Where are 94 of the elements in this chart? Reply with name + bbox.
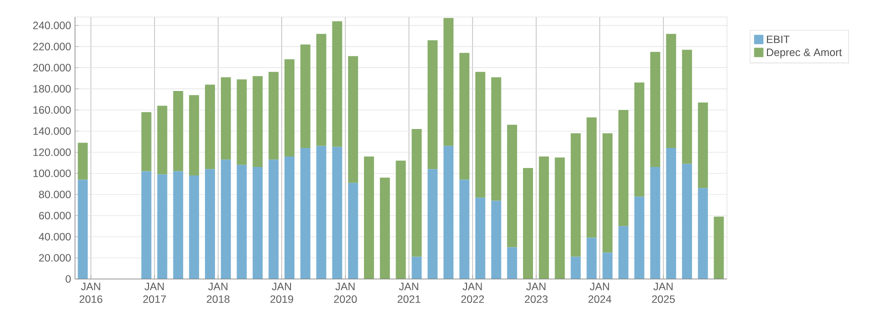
x-tick-label: JAN 2020 bbox=[334, 282, 357, 303]
bar bbox=[586, 238, 597, 279]
bar bbox=[443, 146, 454, 279]
bar bbox=[682, 164, 692, 279]
bar bbox=[570, 256, 581, 279]
legend-label: Deprec & Amort bbox=[766, 48, 842, 58]
x-tick-label: JAN 2023 bbox=[524, 282, 548, 303]
bar bbox=[459, 52, 470, 180]
y-tick-label: 160.000 bbox=[33, 106, 71, 114]
x-tick-label: JAN 2024 bbox=[588, 282, 612, 303]
bar bbox=[507, 247, 518, 279]
bar bbox=[204, 84, 215, 170]
bar bbox=[316, 34, 326, 146]
x-tick-label: JAN 2021 bbox=[398, 282, 420, 303]
bar bbox=[189, 175, 200, 279]
bar bbox=[428, 40, 438, 170]
bar bbox=[602, 252, 613, 279]
bar bbox=[252, 167, 263, 279]
bar bbox=[141, 171, 152, 279]
bar bbox=[236, 79, 247, 165]
bar bbox=[698, 102, 708, 188]
bar bbox=[300, 148, 310, 279]
y-tick-label: 20.000 bbox=[39, 254, 71, 262]
bar bbox=[491, 77, 502, 201]
bar bbox=[666, 148, 676, 279]
bar bbox=[666, 34, 676, 148]
bar bbox=[348, 182, 358, 279]
bar bbox=[189, 95, 200, 176]
legend-label: EBIT bbox=[766, 36, 790, 44]
bar bbox=[570, 133, 581, 257]
bar bbox=[586, 117, 597, 238]
bar bbox=[78, 180, 88, 279]
y-tick-label: 60.000 bbox=[39, 212, 71, 220]
bar bbox=[268, 72, 279, 160]
y-tick-label: 80.000 bbox=[39, 190, 71, 198]
bar bbox=[332, 146, 342, 279]
y-tick-label: 40.000 bbox=[38, 232, 71, 241]
bar bbox=[364, 156, 374, 279]
x-tick-label: JAN 2017 bbox=[143, 282, 166, 303]
bar bbox=[173, 90, 184, 172]
bar bbox=[173, 171, 184, 279]
bar bbox=[459, 180, 470, 279]
bar bbox=[157, 106, 168, 174]
x-tick-label: JAN 2022 bbox=[461, 282, 484, 303]
y-tick-label: 100.000 bbox=[33, 170, 71, 178]
bar bbox=[714, 216, 724, 279]
bar bbox=[443, 18, 454, 146]
bar bbox=[157, 174, 168, 279]
x-tick-label: JAN 2016 bbox=[80, 282, 102, 303]
x-tick-label: JAN 2018 bbox=[206, 282, 230, 303]
bar bbox=[602, 133, 613, 253]
bar bbox=[78, 142, 88, 180]
y-tick-label: 180.000 bbox=[33, 85, 71, 93]
y-tick-label: 240.000 bbox=[33, 22, 71, 30]
x-tick-label: JAN 2019 bbox=[270, 282, 294, 303]
bar bbox=[332, 21, 342, 147]
bar bbox=[252, 76, 263, 168]
bar bbox=[236, 164, 247, 279]
bar bbox=[650, 52, 660, 168]
bar bbox=[348, 56, 358, 183]
bar bbox=[300, 44, 310, 148]
bar bbox=[412, 128, 422, 257]
bar bbox=[698, 188, 708, 279]
bar bbox=[682, 50, 692, 164]
bar bbox=[618, 110, 628, 226]
bar bbox=[538, 156, 549, 279]
y-tick-label: 200.000 bbox=[33, 64, 71, 72]
bar bbox=[650, 167, 660, 279]
bar bbox=[380, 178, 390, 279]
bar bbox=[523, 168, 534, 279]
bar bbox=[618, 226, 628, 279]
bar bbox=[634, 196, 644, 279]
y-tick-label: 120.000 bbox=[33, 148, 71, 156]
bar bbox=[428, 169, 438, 279]
y-tick-label: 220.000 bbox=[33, 42, 71, 50]
bar bbox=[412, 256, 422, 279]
x-tick-label: JAN 2025 bbox=[652, 282, 675, 303]
bar bbox=[634, 82, 644, 197]
bar bbox=[316, 146, 326, 279]
y-tick-label: 0 bbox=[66, 275, 71, 283]
bar bbox=[475, 198, 486, 279]
bar bbox=[284, 59, 294, 156]
bar bbox=[268, 160, 279, 279]
bar bbox=[507, 124, 518, 248]
bar bbox=[491, 200, 502, 279]
bar bbox=[396, 160, 406, 279]
bar bbox=[220, 77, 231, 160]
bar bbox=[475, 72, 486, 198]
bar bbox=[284, 156, 294, 279]
bar bbox=[220, 160, 231, 279]
y-tick-label: 140.000 bbox=[33, 127, 71, 135]
bar bbox=[141, 112, 152, 172]
bar bbox=[554, 157, 565, 279]
bar bbox=[204, 169, 215, 279]
